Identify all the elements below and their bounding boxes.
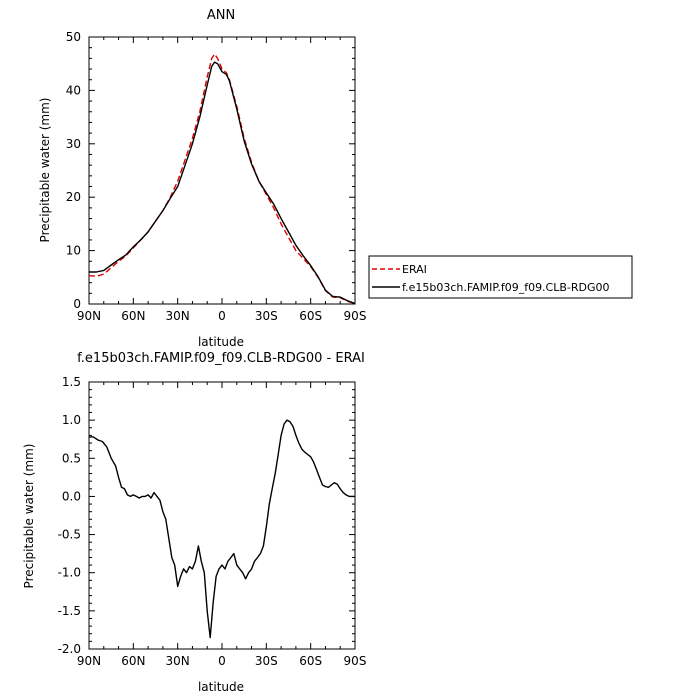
p1-x-tick-label: 30S [255, 654, 278, 668]
p1-y-tick-label: 1.5 [62, 375, 81, 389]
legend: ERAI f.e15b03ch.FAMIP.f09_f09.CLB-RDG00 [368, 255, 633, 299]
p0-plot-frame [88, 36, 356, 305]
p0-x-tick-label: 30N [166, 309, 190, 323]
p0-x-tick-label: 90N [77, 309, 101, 323]
p0-series-line-1 [89, 61, 356, 305]
p1-y-tick-label: -1.0 [58, 566, 81, 580]
bottom-title: f.e15b03ch.FAMIP.f09_f09.CLB-RDG00 - ERA… [77, 351, 365, 366]
p1-x-tick-label: 60S [299, 654, 322, 668]
p0-y-tick-label: 10 [66, 244, 81, 258]
p1-y-tick-label: -1.5 [58, 604, 81, 618]
top-title: ANN [207, 8, 235, 23]
p1-x-tick-label: 90N [77, 654, 101, 668]
p1-y-tick-label: 0.0 [62, 489, 81, 503]
p1-x-tick-label: 60N [121, 654, 145, 668]
p0-y-tick-label: 50 [66, 30, 81, 44]
p0-y-tick-label: 30 [66, 137, 81, 151]
p0-y-tick-label: 20 [66, 190, 81, 204]
top-y-axis-label: Precipitable water (mm) [38, 98, 52, 243]
p1-y-tick-label: 1.0 [62, 413, 81, 427]
p0-series-line-0 [88, 53, 356, 305]
top-panel: ANN Precipitable water (mm) latitude 90N… [38, 8, 633, 349]
p1-x-tick-label: 0 [218, 654, 226, 668]
p1-y-tick-label: -2.0 [58, 642, 81, 656]
top-plot-area: 90N 60N 30N 0 30S 60S 90S 0 10 20 30 40 50 [66, 30, 367, 323]
p1-series-line-0 [89, 419, 355, 639]
p0-y-tick-label: 40 [66, 83, 81, 97]
p0-x-tick-label: 0 [218, 309, 226, 323]
p1-x-tick-label: 30N [166, 654, 190, 668]
bottom-plot-area: 90N 60N 30N 0 30S 60S 90S -2.0 -1.5 -1.0 -0.5 0.0 0.… [58, 375, 367, 668]
p0-x-tick-label: 30S [255, 309, 278, 323]
legend-label-model: f.e15b03ch.FAMIP.f09_f09.CLB-RDG00 [402, 281, 610, 294]
legend-box [368, 255, 633, 299]
p0-y-tick-label: 0 [73, 297, 81, 311]
p0-x-tick-label: 60N [121, 309, 145, 323]
p1-x-tick-label: 90S [344, 654, 367, 668]
bottom-x-axis-label: latitude [198, 680, 244, 694]
p1-plot-frame [88, 381, 356, 650]
bottom-y-axis-label: Precipitable water (mm) [22, 444, 36, 589]
p0-x-tick-label: 60S [299, 309, 322, 323]
p1-y-tick-label: -0.5 [58, 528, 81, 542]
legend-label-erai: ERAI [402, 263, 427, 276]
p1-y-tick-label: 0.5 [62, 451, 81, 465]
top-x-axis-label: latitude [198, 335, 244, 349]
bottom-panel: f.e15b03ch.FAMIP.f09_f09.CLB-RDG00 - ERA… [22, 351, 366, 694]
p0-x-tick-label: 90S [344, 309, 367, 323]
